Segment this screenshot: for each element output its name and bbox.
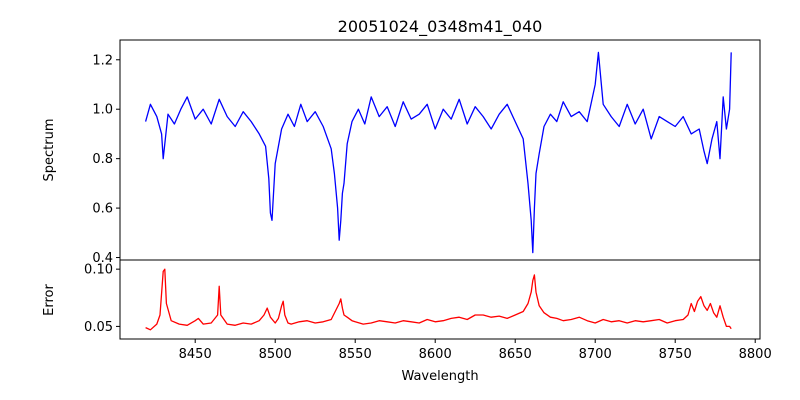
x-tick-label: 8700 [579, 347, 612, 362]
x-tick-label: 8800 [739, 347, 772, 362]
x-tick-label: 8500 [259, 347, 292, 362]
x-tick-label: 8450 [179, 347, 212, 362]
spectrum-plot-area [120, 40, 760, 260]
error-axes-frame [119, 259, 761, 340]
x-tick-label: 8600 [419, 347, 452, 362]
x-axis-label: Wavelength [401, 369, 478, 384]
spectrum-panel: 0.4 0.6 0.8 1.0 1.2 Spectrum [42, 39, 761, 266]
spectrum-y-tick-label: 0.8 [92, 152, 113, 167]
x-tick-label: 8650 [499, 347, 532, 362]
error-y-tick-label: 0.05 [84, 320, 113, 335]
spectrum-y-ticks: 0.4 0.6 0.8 1.0 1.2 [92, 53, 120, 266]
spectrum-series-group [144, 51, 732, 254]
x-axis-ticks: 8450 8500 8550 8600 8650 8700 8750 8800 [179, 339, 772, 362]
spectrum-y-tick-label: 0.6 [92, 202, 113, 217]
spectrum-y-tick-label: 1.0 [92, 103, 113, 118]
spectrum-y-tick-label: 1.2 [92, 53, 113, 68]
error-series-group [145, 268, 732, 331]
x-tick-label: 8550 [339, 347, 372, 362]
x-tick-label: 8750 [659, 347, 692, 362]
error-y-tick-label: 0.10 [84, 263, 113, 278]
error-y-ticks: 0.05 0.10 [84, 263, 120, 335]
spectrum-y-tick-label: 0.4 [92, 251, 113, 266]
error-panel: 0.05 0.10 Error [42, 259, 761, 340]
chart-title: 20051024_0348m41_040 [338, 17, 543, 37]
error-line [145, 268, 732, 331]
error-plot-area [120, 260, 760, 339]
spectrum-line [144, 51, 732, 254]
spectrum-y-label: Spectrum [42, 119, 57, 182]
error-y-label: Error [42, 284, 57, 316]
